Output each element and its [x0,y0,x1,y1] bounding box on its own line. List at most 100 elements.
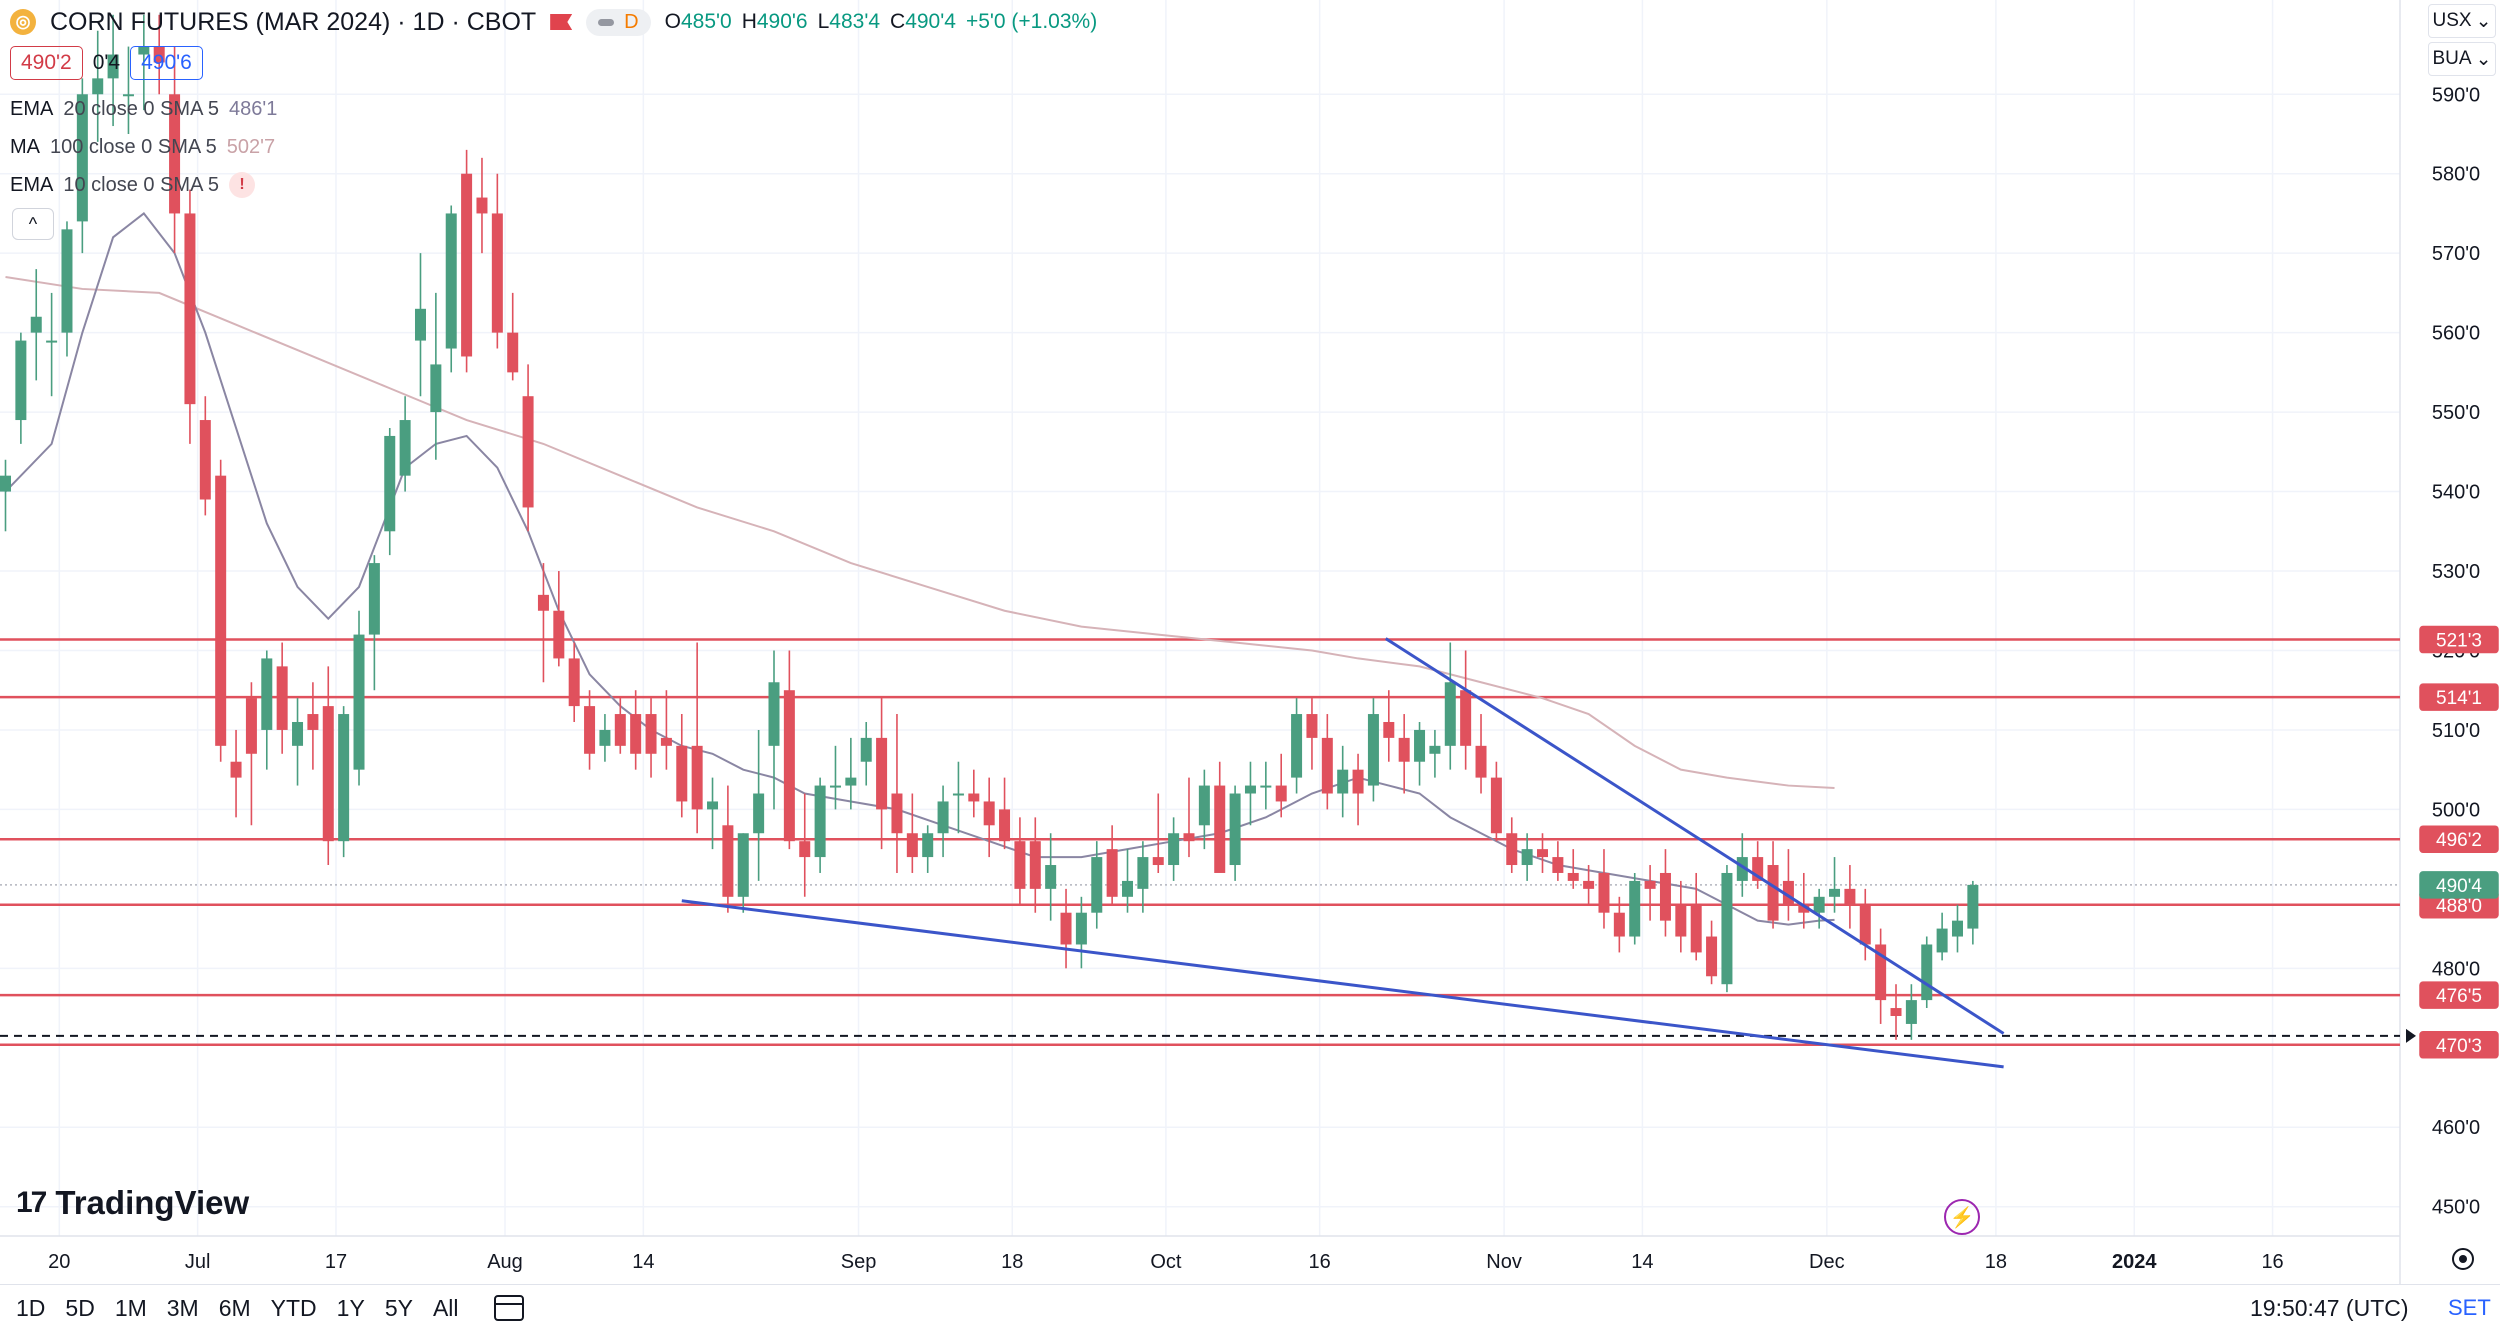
candle-body [1736,857,1748,881]
candle-body [215,475,227,746]
level-price-tag-text: 470'3 [2436,1036,2482,1057]
low-value: 483'4 [829,10,881,33]
unit-button[interactable]: BUA ⌄ [2428,42,2496,76]
candle-body [322,706,334,842]
candle-body [1829,888,1841,897]
lightning-icon[interactable]: ⚡ [1944,1199,1980,1235]
range-1d-button[interactable]: 1D [16,1295,46,1321]
candle-body [1183,833,1195,842]
candle-body [814,785,826,858]
tradingview-logo[interactable]: 17 TradingView [16,1184,249,1222]
candle-body [1567,872,1579,881]
buy-button[interactable]: 490'6 [130,46,203,80]
symbol-title[interactable]: CORN FUTURES (MAR 2024) · 1D · CBOT [50,7,537,36]
time-tick-label: 20 [48,1251,70,1273]
utc-clock[interactable]: 19:50:47 (UTC) [2250,1295,2409,1321]
candle-body [0,475,11,492]
level-price-tag-text: 488'0 [2436,896,2482,917]
price-tick-label: 460'0 [2432,1117,2480,1139]
range-5d-button[interactable]: 5D [65,1295,95,1321]
time-tick-label: 17 [325,1251,347,1273]
candle-body [307,714,319,730]
candle-body [1721,872,1733,985]
candle-body [645,714,657,754]
candle-body [1690,904,1702,953]
candle-body [1659,872,1671,921]
range-1y-button[interactable]: 1Y [336,1295,365,1321]
candle-body [876,737,888,810]
time-tick-label: Jul [185,1251,211,1273]
range-1m-button[interactable]: 1M [114,1295,147,1321]
time-tick-label: 18 [1985,1251,2007,1273]
candle-body [937,801,949,834]
candle-body [153,46,165,63]
collapse-legend-button[interactable]: ^ [12,208,54,240]
candle-body [1444,682,1456,746]
time-tick-label: Aug [487,1251,523,1273]
candle-body [1352,769,1364,794]
price-tick-label: 530'0 [2432,561,2480,583]
candle-body [553,610,565,659]
candle-body [722,825,734,897]
time-tick-label: Nov [1486,1251,1522,1273]
candle-body [1537,849,1548,858]
grid [0,0,2400,1236]
level-price-tag-text: 514'1 [2436,688,2482,709]
level-price-tag [2419,981,2499,1009]
indicator-ma100-legend[interactable]: MA 100 close 0 SMA 5 502'7 [10,136,276,158]
currency-button[interactable]: USX ⌄ [2428,4,2496,38]
price-tick-label: 480'0 [2432,958,2480,980]
high-value: 490'6 [756,10,808,33]
candle-body [1229,793,1241,866]
calendar-icon[interactable] [494,1295,524,1321]
candle-body [1137,857,1149,889]
logo-text: TradingView [55,1184,250,1221]
indicator-ema20-legend[interactable]: EMA 20 close 0 SMA 5 486'1 [10,98,278,120]
candle-body [1936,928,1948,953]
candle-body [1367,714,1379,786]
candle-body [353,634,365,770]
candle-body [568,658,580,707]
delay-pill[interactable]: D [586,8,651,36]
level-price-tag [2419,625,2499,654]
range-6m-button[interactable]: 6M [218,1295,251,1321]
candle-body [507,332,519,373]
candle-body [1045,865,1057,889]
sell-button[interactable]: 490'2 [10,46,83,80]
warning-icon[interactable]: ! [229,172,255,198]
candle-body [1383,721,1395,738]
candle-body [707,801,719,810]
current-price-tag-text: 490'4 [2436,876,2482,897]
time-tick-label: Oct [1150,1251,1182,1273]
candle-body [753,793,765,834]
range-all-button[interactable]: All [432,1295,459,1321]
candle-body [584,706,596,754]
candle-body [614,714,626,746]
flag-icon[interactable] [550,14,573,30]
range-3m-button[interactable]: 3M [166,1295,199,1321]
candle-body [1583,880,1595,889]
candle-body [46,340,58,343]
candle-body [1091,857,1103,913]
symbol-header: ◎ CORN FUTURES (MAR 2024) · 1D · CBOT D … [10,6,1097,38]
time-tick-label: 14 [1631,1251,1653,1273]
candle-body [660,737,672,746]
level-price-tag [2419,683,2499,711]
candle-body [1122,880,1134,897]
chevron-down-icon: ⌄ [2475,10,2492,32]
candle-body [1429,745,1441,754]
candle-body [445,213,457,349]
candle-body [537,594,549,611]
range-ytd-button[interactable]: YTD [270,1295,317,1321]
ear-of-corn-icon: ◎ [10,9,36,35]
candle-body [1291,714,1303,778]
candle-body [1752,857,1764,881]
range-5y-button[interactable]: 5Y [384,1295,413,1321]
session-button[interactable]: SET [2448,1295,2491,1320]
indicator-value: 486'1 [229,98,278,120]
indicator-ema10-legend[interactable]: EMA 10 close 0 SMA 5 ! [10,172,255,198]
candle-body [1951,920,1963,937]
candle-body [1629,880,1641,937]
gear-icon[interactable] [2452,1248,2474,1270]
